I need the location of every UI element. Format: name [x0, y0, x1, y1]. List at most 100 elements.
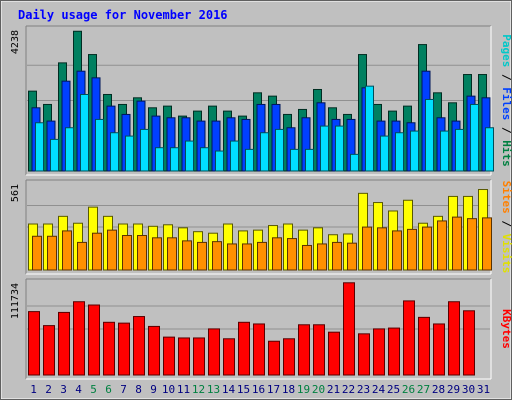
series-legend-part: /: [500, 214, 512, 234]
bar-sites: [77, 241, 87, 271]
day-label: 11: [177, 383, 190, 396]
bar-kbytes: [223, 338, 235, 376]
day-label: 4: [75, 383, 82, 396]
bar-pages: [80, 93, 89, 172]
bar-pages: [350, 153, 359, 172]
bar-kbytes: [313, 324, 325, 376]
day-label: 27: [417, 383, 430, 396]
day-label: 13: [207, 383, 220, 396]
series-legend: KBytes: [500, 309, 512, 349]
bar-kbytes: [328, 331, 340, 376]
bar-pages: [200, 147, 209, 172]
bar-pages: [335, 125, 344, 172]
bar-pages: [35, 122, 44, 172]
day-label: 15: [237, 383, 250, 396]
bar-sites: [302, 244, 312, 271]
day-label: 28: [432, 383, 445, 396]
bar-sites: [287, 238, 297, 271]
bar-kbytes: [358, 333, 370, 376]
bar-pages: [305, 148, 314, 172]
bar-pages: [275, 128, 284, 172]
series-sites: [32, 216, 492, 271]
chart-title: Daily usage for November 2016: [18, 8, 228, 22]
day-label: 24: [372, 383, 386, 396]
day-label: 1: [30, 383, 37, 396]
bar-sites: [107, 229, 117, 271]
bar-kbytes: [268, 340, 280, 376]
day-label: 23: [357, 383, 370, 396]
bar-pages: [110, 132, 119, 172]
bar-kbytes: [388, 327, 400, 376]
y-max-label: 561: [10, 184, 21, 202]
bar-sites: [407, 228, 417, 271]
day-label: 16: [252, 383, 265, 396]
bar-kbytes: [343, 282, 355, 376]
series-legend: Pages / Files / Hits: [500, 34, 512, 167]
bar-kbytes: [118, 322, 130, 376]
bar-sites: [122, 235, 132, 271]
bar-pages: [170, 147, 179, 172]
bar-pages: [320, 125, 329, 172]
bar-sites: [182, 240, 192, 271]
bar-kbytes: [73, 301, 85, 376]
panel-middle: 561 Sites / Visits: [10, 179, 512, 275]
day-label: 5: [90, 383, 97, 396]
day-label: 2: [45, 383, 52, 396]
bar-pages: [95, 118, 104, 172]
bar-kbytes: [463, 310, 475, 376]
y-max-label: 4238: [10, 30, 21, 54]
series-legend-part: Sites: [500, 181, 512, 214]
bar-kbytes: [373, 328, 385, 376]
series-legend-part: /: [500, 120, 512, 140]
panel-bottom: 111734 KBytes: [10, 278, 512, 380]
series-legend-part: Hits: [500, 140, 512, 167]
day-label: 25: [387, 383, 400, 396]
bar-sites: [47, 235, 57, 271]
bar-sites: [197, 241, 207, 271]
chart-panels: 4238 Pages / Files / Hits 561 Sites / Visit…: [10, 25, 512, 380]
bar-sites: [257, 241, 267, 271]
day-label: 30: [462, 383, 475, 396]
bar-sites: [437, 220, 447, 271]
day-label: 3: [60, 383, 67, 396]
series-legend-part: Files: [500, 87, 512, 120]
series-legend-part: Pages: [500, 34, 512, 67]
bar-sites: [62, 230, 72, 271]
bar-sites: [452, 216, 462, 271]
day-label: 26: [402, 383, 415, 396]
bar-sites: [377, 227, 387, 271]
bar-kbytes: [28, 311, 40, 376]
bar-sites: [32, 235, 42, 271]
day-label: 10: [162, 383, 175, 396]
bar-kbytes: [418, 316, 430, 376]
bar-pages: [440, 130, 449, 172]
panel-top: 4238 Pages / Files / Hits: [10, 25, 512, 176]
bar-pages: [65, 127, 74, 172]
bar-pages: [215, 150, 224, 172]
bar-sites: [152, 237, 162, 271]
day-axis-labels: 1 2 3 4 5 6 7 8 9 10 11 12 13 14 15 16 17 18 19 20 21 22 23 24 2…: [30, 383, 490, 396]
bar-sites: [272, 237, 282, 271]
bar-kbytes: [103, 321, 115, 376]
day-label: 14: [222, 383, 236, 396]
bar-kbytes: [253, 323, 265, 376]
bar-pages: [290, 148, 299, 172]
day-label: 12: [192, 383, 205, 396]
bar-kbytes: [43, 325, 55, 376]
day-label: 31: [477, 383, 490, 396]
day-label: 8: [135, 383, 142, 396]
day-label: 22: [342, 383, 355, 396]
bar-sites: [227, 243, 237, 271]
bar-sites: [362, 226, 372, 271]
bar-kbytes: [163, 336, 175, 376]
bar-kbytes: [283, 338, 295, 376]
day-label: 21: [327, 383, 340, 396]
bar-kbytes: [58, 311, 70, 376]
day-label: 18: [282, 383, 295, 396]
bar-kbytes: [88, 304, 100, 376]
bar-pages: [455, 128, 464, 172]
series-legend-part: Visits: [500, 234, 512, 274]
day-label: 17: [267, 383, 280, 396]
series-legend-part: KBytes: [500, 309, 512, 349]
